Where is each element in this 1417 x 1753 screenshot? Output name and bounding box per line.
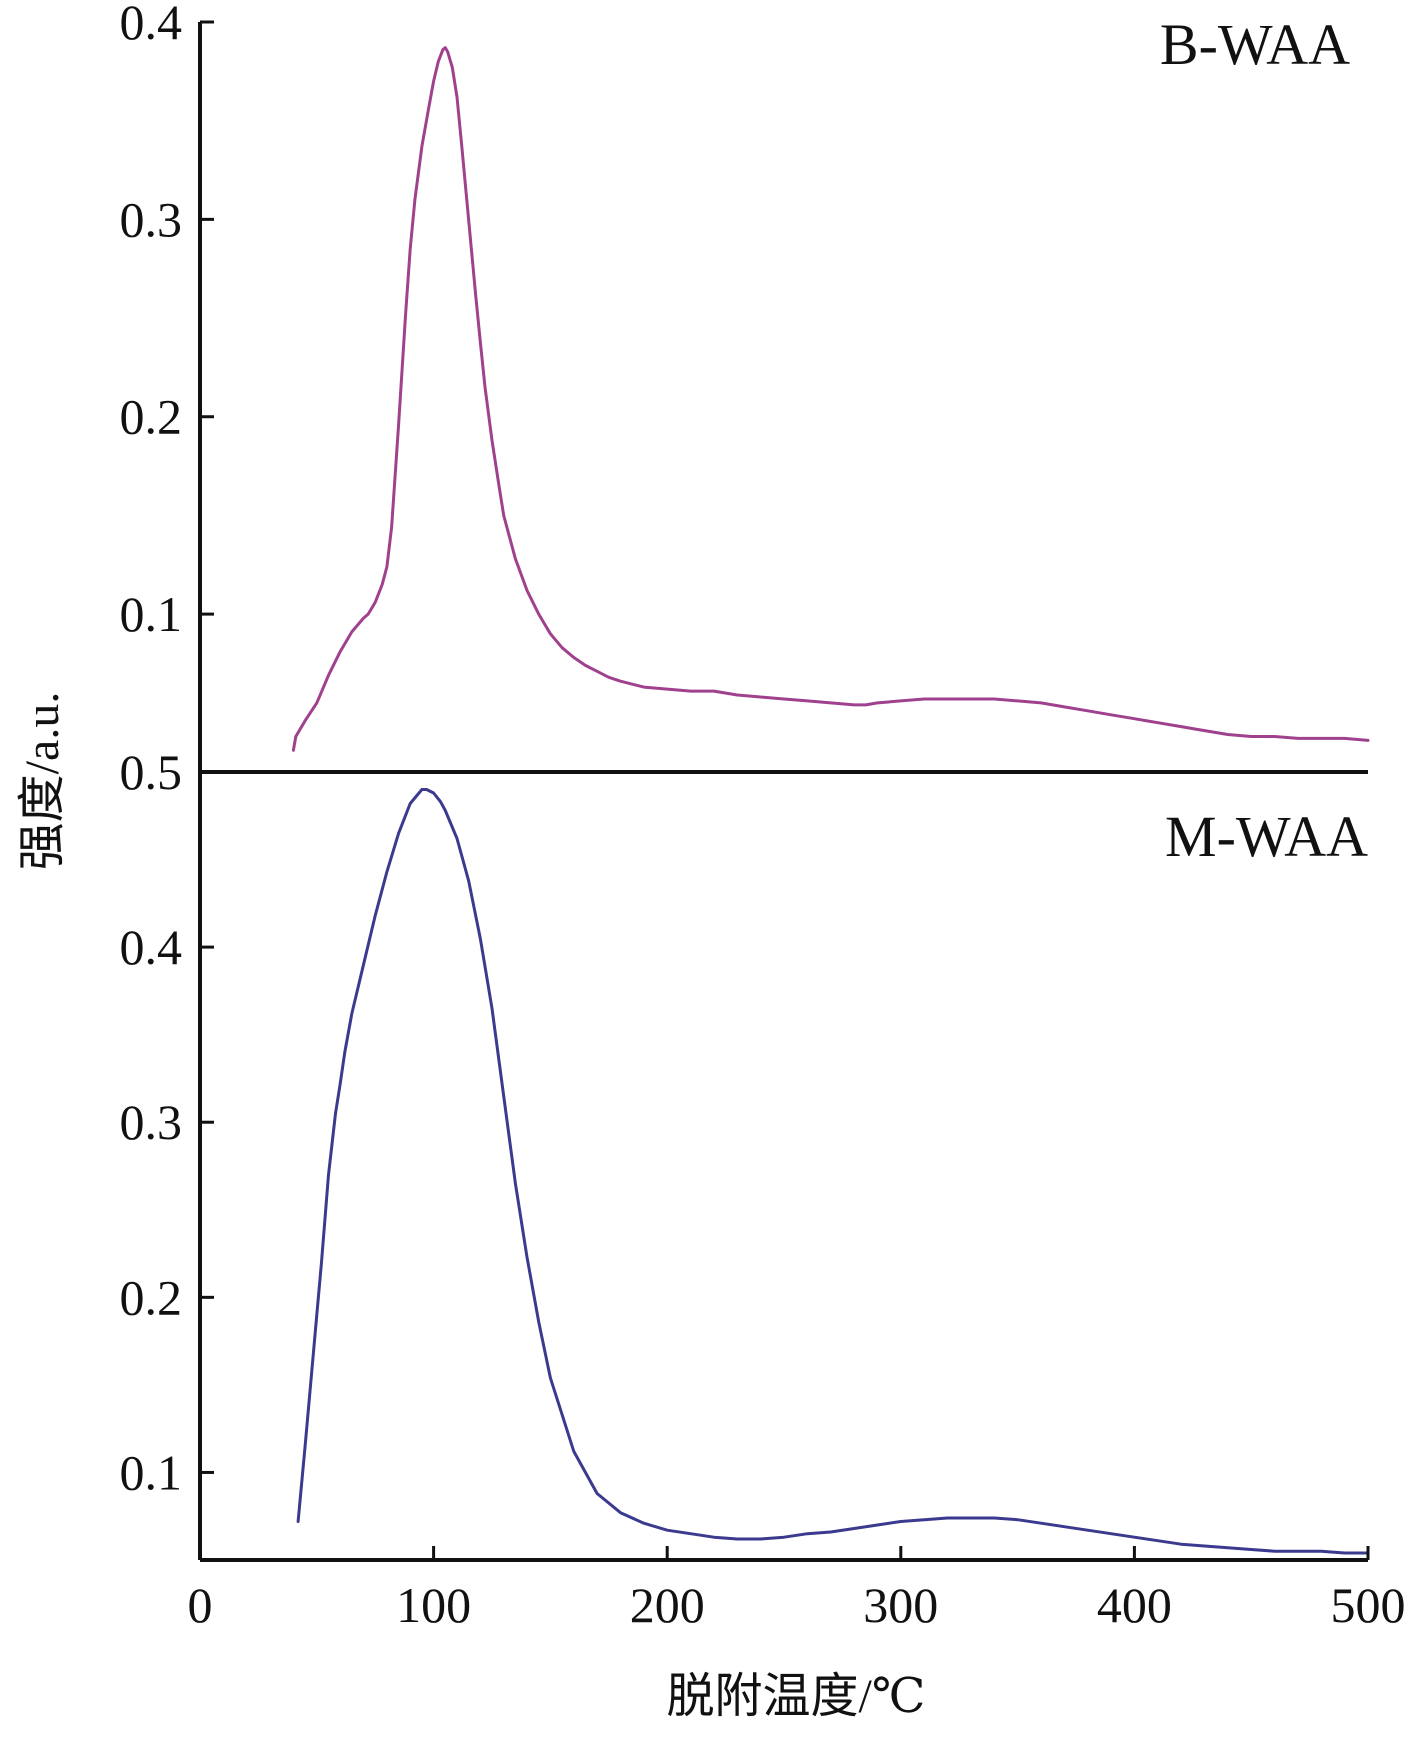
x-tick-label: 300 bbox=[863, 1577, 938, 1633]
y-axis-title: 强度/a.u. bbox=[16, 692, 69, 871]
x-tick-label: 100 bbox=[396, 1577, 471, 1633]
panel-label-top: B-WAA bbox=[1160, 12, 1350, 77]
x-tick-label: 0 bbox=[188, 1577, 213, 1633]
panels-layer: 0.1 0.2 0.3 0.4 B-WAA 0.1 0.2 0.3 0.4 0.5 M-WAA bbox=[120, 0, 1370, 1562]
x-axis-title: 脱附温度/℃ bbox=[666, 1670, 925, 1723]
y-tick-label-top: 0.2 bbox=[120, 389, 183, 445]
y-tick-label-bottom: 0.5 bbox=[120, 744, 183, 800]
y-tick-label-top: 0.4 bbox=[120, 0, 183, 50]
series-line-m-waa bbox=[296, 788, 1370, 1555]
x-tick-label: 200 bbox=[630, 1577, 705, 1633]
panel-bottom: 0.1 0.2 0.3 0.4 0.5 M-WAA bbox=[120, 744, 1370, 1562]
y-tick-label-bottom: 0.1 bbox=[120, 1444, 183, 1500]
y-tick-label-top: 0.1 bbox=[120, 586, 183, 642]
panel-label-bottom: M-WAA bbox=[1165, 804, 1368, 869]
x-tick-label: 500 bbox=[1331, 1577, 1406, 1633]
series-line-b-waa bbox=[291, 46, 1370, 752]
y-tick-label-bottom: 0.2 bbox=[120, 1269, 183, 1325]
y-tick-label-bottom: 0.4 bbox=[120, 919, 183, 975]
x-tick-label: 400 bbox=[1097, 1577, 1172, 1633]
y-tick-label-bottom: 0.3 bbox=[120, 1094, 183, 1150]
panel-top: 0.1 0.2 0.3 0.4 B-WAA bbox=[120, 0, 1370, 774]
y-tick-label-top: 0.3 bbox=[120, 191, 183, 247]
x-axis: 0 100 200 300 400 500 bbox=[188, 1546, 1406, 1633]
